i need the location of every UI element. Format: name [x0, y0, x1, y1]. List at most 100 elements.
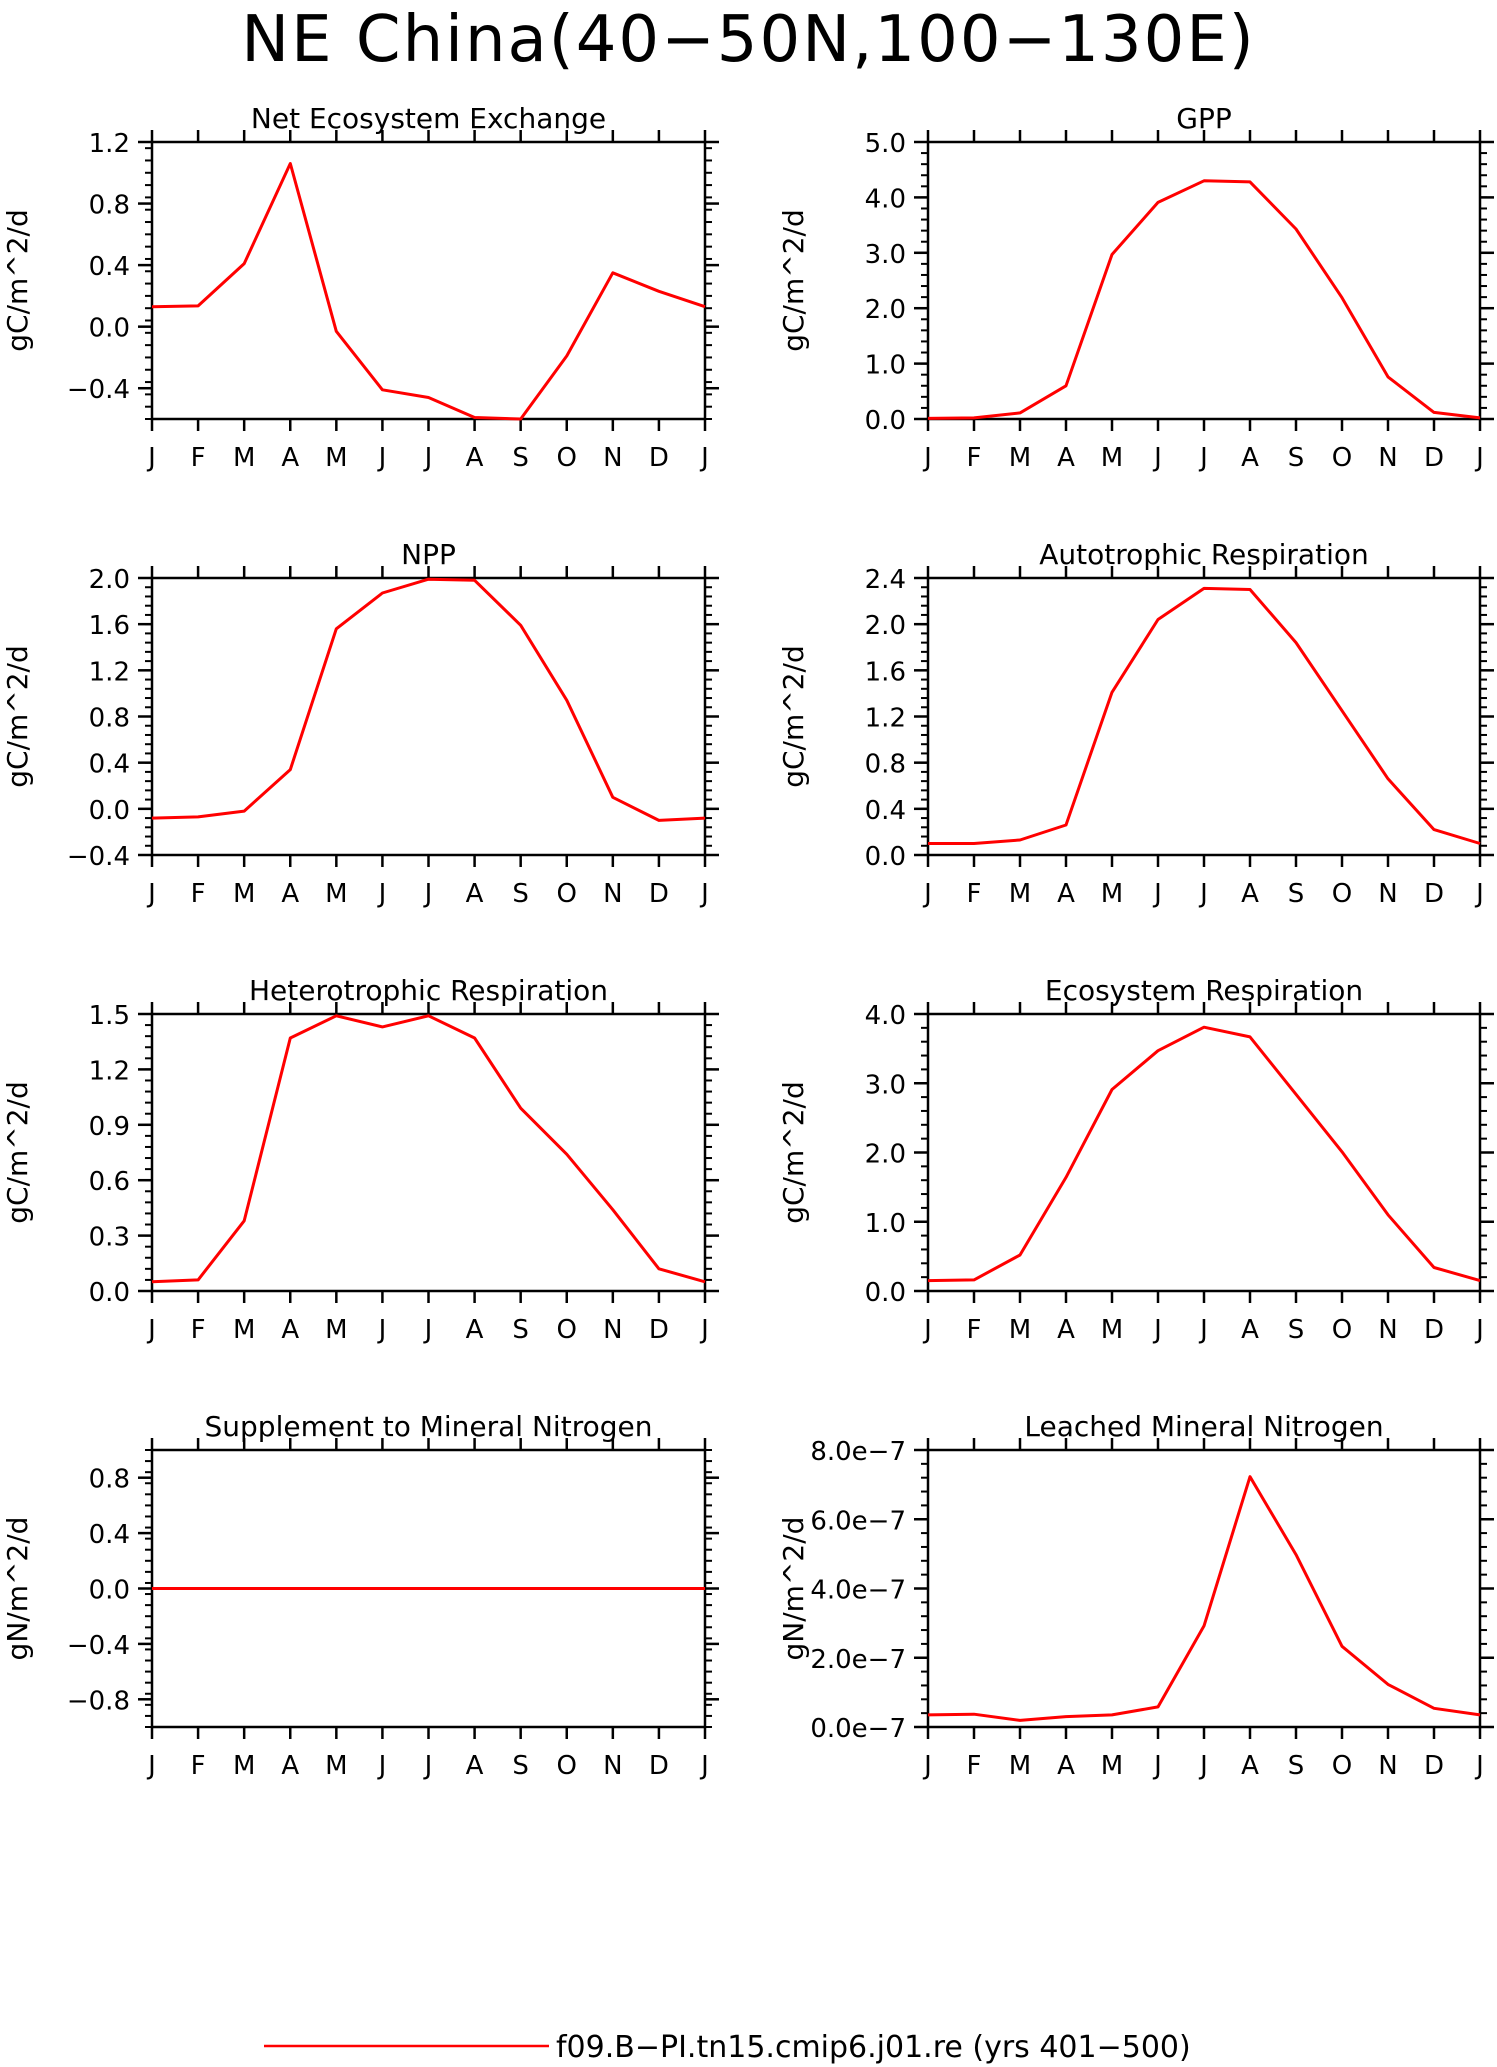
- x-tick-label: O: [1332, 879, 1352, 909]
- x-tick-label: S: [512, 879, 529, 909]
- x-tick-label: M: [325, 443, 347, 473]
- y-tick-label: 0.8: [89, 704, 130, 734]
- x-tick-label: J: [1198, 443, 1208, 473]
- x-tick-label: J: [1152, 879, 1162, 909]
- x-tick-label: N: [603, 1751, 622, 1781]
- plot-frame: [150, 140, 707, 421]
- x-tick-label: A: [281, 1315, 299, 1345]
- x-tick-label: J: [146, 443, 156, 473]
- y-tick-label: 1.5: [89, 1001, 130, 1031]
- y-tick-label: −0.8: [67, 1686, 130, 1716]
- x-tick-label: J: [423, 879, 433, 909]
- x-tick-label: J: [1474, 1315, 1484, 1345]
- y-tick-label: 1.2: [89, 129, 130, 159]
- x-tick-label: S: [1288, 1315, 1305, 1345]
- x-tick-label: M: [233, 1315, 255, 1345]
- y-tick-label: 2.0: [89, 565, 130, 595]
- x-tick-label: D: [1424, 443, 1444, 473]
- x-tick-label: M: [1009, 1751, 1031, 1781]
- y-tick-label: 3.0: [865, 1070, 906, 1100]
- y-tick-label: 0.0: [89, 1576, 130, 1606]
- plot-frame: [150, 1012, 707, 1293]
- x-tick-label: F: [967, 1751, 982, 1781]
- x-tick-label: D: [649, 1751, 669, 1781]
- x-tick-label: M: [233, 879, 255, 909]
- x-tick-label: A: [1241, 1315, 1259, 1345]
- x-tick-label: O: [557, 1315, 577, 1345]
- series-line: [151, 1014, 706, 1284]
- x-tick-label: S: [512, 1751, 529, 1781]
- y-axis-label: gC/m^2/d: [777, 209, 810, 352]
- y-tick-label: 8.0e−7: [810, 1437, 906, 1467]
- plot-frame: [926, 576, 1482, 857]
- plot-frame: [926, 1448, 1482, 1729]
- x-tick-label: A: [1057, 879, 1075, 909]
- x-tick-label: J: [146, 1751, 156, 1781]
- x-tick-label: F: [967, 879, 982, 909]
- x-tick-label: J: [1152, 1315, 1162, 1345]
- x-tick-label: J: [377, 443, 387, 473]
- y-tick-label: 1.0: [865, 351, 906, 381]
- x-tick-label: D: [649, 879, 669, 909]
- y-tick-label: 0.0: [89, 314, 130, 344]
- x-tick-label: A: [281, 879, 299, 909]
- y-tick-label: 0.6: [89, 1167, 130, 1197]
- y-tick-label: 0.4: [89, 1520, 130, 1550]
- legend: f09.B−PI.tn15.cmip6.j01.re (yrs 401−500): [264, 2030, 1191, 2065]
- y-tick-label: −0.4: [67, 842, 130, 872]
- x-tick-label: A: [281, 443, 299, 473]
- x-tick-label: J: [699, 1315, 709, 1345]
- x-tick-label: A: [466, 1315, 484, 1345]
- x-tick-label: A: [466, 1751, 484, 1781]
- y-axis-label: gC/m^2/d: [1, 645, 34, 788]
- panel-7: Supplement to Mineral Nitrogen gN/m^2/d J F…: [1, 1410, 719, 1781]
- x-tick-label: N: [603, 879, 622, 909]
- x-tick-label: N: [1378, 1315, 1397, 1345]
- y-tick-label: 0.0: [865, 406, 906, 436]
- y-axis-label: gC/m^2/d: [1, 209, 34, 352]
- x-tick-label: D: [649, 1315, 669, 1345]
- x-tick-label: J: [1152, 1751, 1162, 1781]
- x-tick-label: J: [922, 879, 932, 909]
- x-tick-label: J: [377, 1315, 387, 1345]
- x-tick-label: J: [699, 879, 709, 909]
- x-tick-label: A: [1241, 1751, 1259, 1781]
- x-tick-label: J: [377, 879, 387, 909]
- y-tick-label: −0.4: [67, 1631, 130, 1661]
- x-tick-label: J: [922, 1751, 932, 1781]
- x-tick-label: A: [1057, 1315, 1075, 1345]
- x-tick-label: F: [191, 443, 206, 473]
- x-tick-label: A: [1057, 1751, 1075, 1781]
- panel-title: Autotrophic Respiration: [1039, 538, 1368, 571]
- panel-title: GPP: [1176, 102, 1231, 135]
- y-tick-label: 2.0: [865, 1140, 906, 1170]
- x-tick-label: J: [1152, 443, 1162, 473]
- x-tick-label: J: [423, 1751, 433, 1781]
- y-tick-label: 4.0: [865, 1001, 906, 1031]
- y-tick-label: 5.0: [865, 129, 906, 159]
- x-tick-label: S: [1288, 443, 1305, 473]
- x-tick-label: O: [557, 443, 577, 473]
- x-tick-label: J: [1474, 443, 1484, 473]
- series-line: [927, 1475, 1481, 1722]
- y-axis-label: gC/m^2/d: [777, 645, 810, 788]
- series-line: [928, 586, 1481, 845]
- x-tick-label: N: [603, 443, 622, 473]
- x-tick-label: D: [1424, 1315, 1444, 1345]
- x-tick-label: N: [1378, 1751, 1397, 1781]
- y-tick-label: 2.0: [865, 611, 906, 641]
- x-tick-label: S: [1288, 1751, 1305, 1781]
- y-tick-label: 0.9: [89, 1112, 130, 1142]
- y-tick-label: 1.2: [89, 1056, 130, 1086]
- y-tick-label: 0.8: [89, 191, 130, 221]
- y-axis-label: gC/m^2/d: [1, 1081, 34, 1224]
- x-tick-label: J: [699, 1751, 709, 1781]
- x-tick-label: A: [1241, 879, 1259, 909]
- x-tick-label: J: [1474, 879, 1484, 909]
- panel-title: Heterotrophic Respiration: [249, 974, 608, 1007]
- x-tick-label: J: [699, 443, 709, 473]
